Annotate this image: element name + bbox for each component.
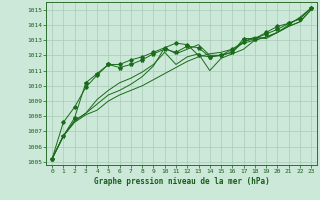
X-axis label: Graphe pression niveau de la mer (hPa): Graphe pression niveau de la mer (hPa) (94, 177, 269, 186)
